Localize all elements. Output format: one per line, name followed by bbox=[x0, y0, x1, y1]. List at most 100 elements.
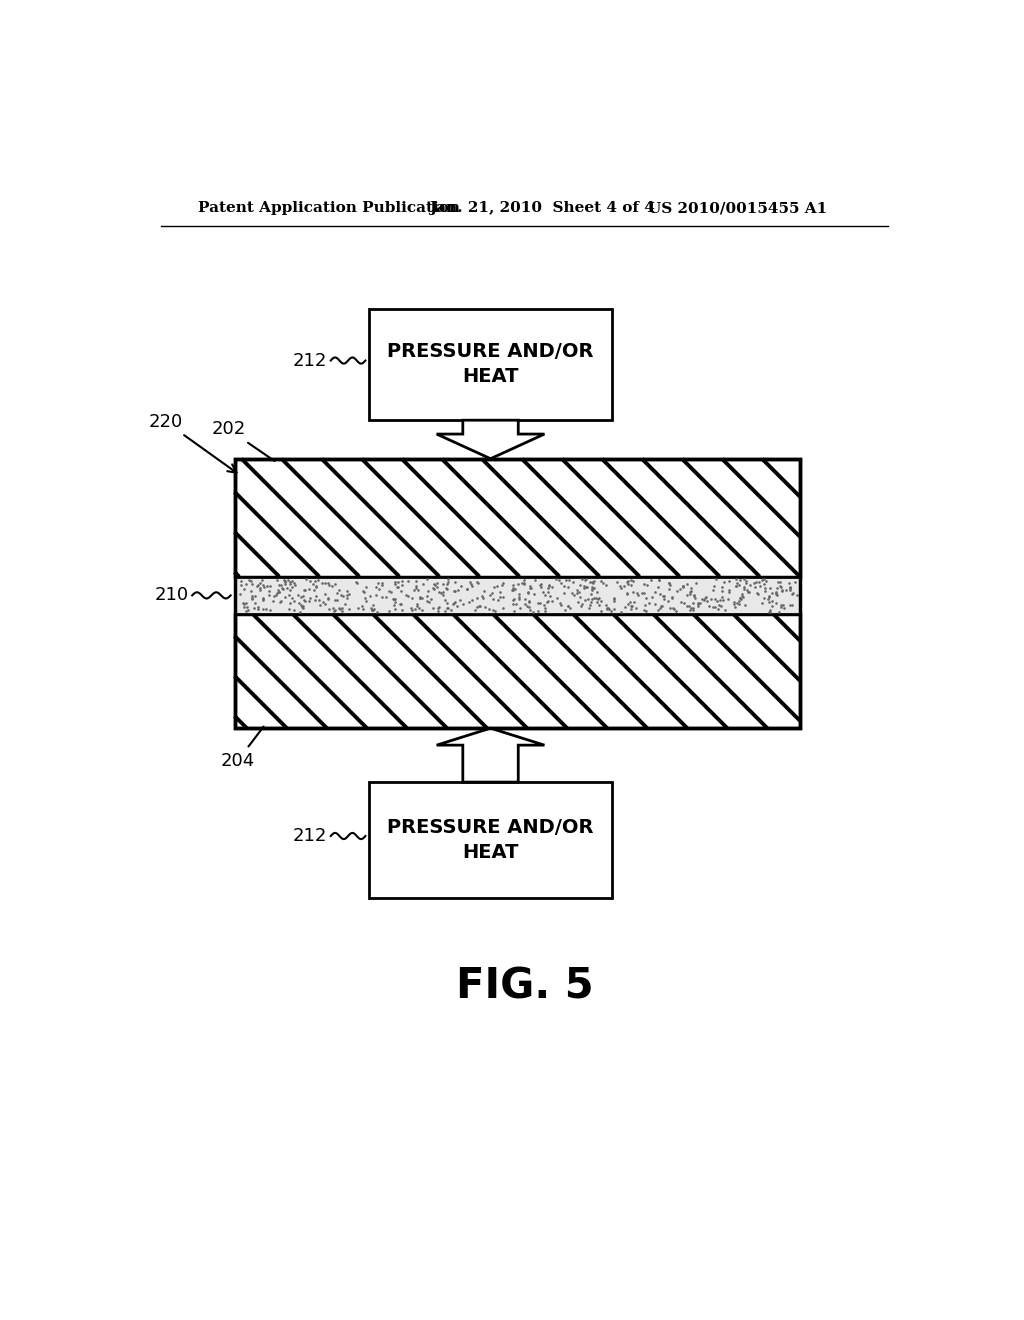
Point bbox=[522, 576, 539, 597]
Point bbox=[325, 576, 341, 597]
Point bbox=[431, 597, 447, 618]
Point bbox=[662, 572, 678, 593]
Point bbox=[423, 589, 439, 610]
Point bbox=[481, 585, 498, 606]
Point bbox=[683, 577, 699, 598]
Point bbox=[449, 595, 465, 616]
Point bbox=[265, 590, 282, 611]
Point bbox=[564, 572, 581, 593]
Point bbox=[489, 576, 506, 597]
Point bbox=[628, 597, 644, 618]
Point bbox=[474, 585, 490, 606]
Point bbox=[721, 570, 737, 591]
Point bbox=[520, 591, 537, 612]
Point bbox=[587, 578, 603, 599]
Point bbox=[295, 597, 311, 618]
Point bbox=[368, 577, 384, 598]
Point bbox=[572, 574, 589, 595]
Point bbox=[690, 595, 707, 616]
Point bbox=[512, 597, 528, 618]
Text: 220: 220 bbox=[148, 413, 237, 473]
Point bbox=[505, 579, 521, 601]
Point bbox=[629, 582, 645, 603]
Point bbox=[276, 569, 293, 590]
Point bbox=[736, 595, 753, 616]
Point bbox=[282, 572, 298, 593]
Point bbox=[721, 582, 737, 603]
Point bbox=[429, 576, 445, 597]
Point bbox=[702, 587, 719, 609]
Point bbox=[731, 587, 748, 609]
Point bbox=[472, 595, 488, 616]
Point bbox=[638, 587, 654, 609]
Point bbox=[620, 583, 636, 605]
Point bbox=[767, 593, 783, 614]
Point bbox=[246, 598, 262, 619]
Point bbox=[409, 576, 425, 597]
Point bbox=[387, 574, 403, 595]
Point bbox=[584, 579, 600, 601]
Text: 202: 202 bbox=[211, 421, 274, 461]
Point bbox=[529, 593, 546, 614]
Point bbox=[733, 585, 750, 606]
Point bbox=[374, 586, 390, 607]
Point bbox=[625, 570, 641, 591]
Point bbox=[250, 598, 266, 619]
Point bbox=[386, 595, 402, 616]
Point bbox=[710, 599, 726, 620]
Point bbox=[390, 572, 407, 593]
Point bbox=[412, 587, 428, 609]
Point bbox=[728, 576, 744, 597]
Point bbox=[261, 599, 278, 620]
Point bbox=[665, 597, 681, 618]
Point bbox=[515, 574, 531, 595]
Point bbox=[642, 569, 658, 590]
Point bbox=[781, 579, 798, 601]
Point bbox=[247, 593, 263, 614]
Point bbox=[332, 599, 348, 620]
Point bbox=[419, 569, 435, 590]
Point bbox=[709, 569, 725, 590]
Point bbox=[511, 586, 527, 607]
Point bbox=[731, 590, 748, 611]
Point bbox=[605, 587, 622, 609]
Point bbox=[439, 593, 456, 614]
Point bbox=[447, 591, 464, 612]
Point bbox=[433, 583, 450, 605]
Point bbox=[341, 598, 357, 619]
Point bbox=[420, 591, 436, 612]
Point bbox=[469, 587, 485, 609]
Point bbox=[541, 582, 557, 603]
Point bbox=[445, 579, 462, 601]
Point bbox=[364, 599, 380, 620]
Point bbox=[290, 585, 306, 606]
Point bbox=[255, 587, 271, 609]
Point bbox=[296, 579, 312, 601]
Point bbox=[369, 601, 385, 622]
Point bbox=[778, 579, 795, 601]
Point bbox=[772, 576, 788, 597]
Point bbox=[495, 586, 511, 607]
Point bbox=[278, 572, 294, 593]
Point bbox=[469, 572, 485, 593]
Point bbox=[403, 599, 420, 620]
Point bbox=[476, 597, 493, 618]
Point bbox=[709, 590, 725, 611]
Point bbox=[655, 587, 672, 609]
Point bbox=[399, 570, 416, 591]
Point bbox=[484, 589, 501, 610]
Point bbox=[321, 574, 337, 595]
Point bbox=[480, 599, 497, 620]
Point bbox=[750, 583, 766, 605]
Point bbox=[464, 576, 480, 597]
Point bbox=[649, 577, 666, 598]
Point bbox=[590, 589, 606, 610]
Point bbox=[764, 590, 780, 611]
Point bbox=[514, 573, 530, 594]
Point bbox=[584, 578, 600, 599]
Point bbox=[436, 601, 453, 622]
Point bbox=[552, 593, 568, 614]
Point bbox=[618, 572, 635, 593]
Point bbox=[241, 569, 257, 590]
Point bbox=[623, 595, 639, 616]
